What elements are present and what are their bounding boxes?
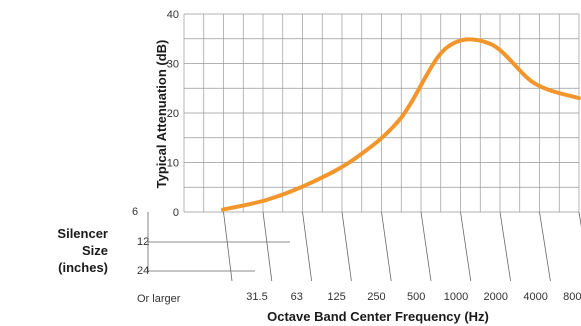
x-tick-label: 31.5: [246, 291, 267, 303]
silencer-title-line1: Silencer: [57, 226, 108, 241]
size-nomogram: [147, 211, 581, 282]
silencer-title-line2: Size (inches): [58, 243, 108, 275]
y-tick-label: 40: [167, 9, 179, 21]
size-label-or-larger: Or larger: [137, 293, 181, 305]
nomogram-slant-line: [499, 211, 511, 282]
x-tick-labels: 31.5 63 125 250 500 1000 2000 4000 8000: [246, 291, 581, 303]
x-tick-label: 4000: [523, 291, 547, 303]
size-label-12: 12: [137, 236, 150, 248]
y-axis-title: Typical Attenuation (dB): [154, 40, 169, 189]
size-label-6: 6: [132, 206, 139, 218]
nomogram-slant-line: [262, 211, 273, 282]
size-label-24: 24: [137, 265, 150, 277]
x-axis-title: Octave Band Center Frequency (Hz): [267, 309, 489, 324]
x-tick-label: 500: [407, 291, 425, 303]
y-tick-label: 30: [167, 59, 179, 71]
attenuation-curve: [221, 37, 581, 212]
x-tick-label: 125: [327, 291, 345, 303]
y-tick-label: 20: [167, 108, 179, 120]
nomogram-slant-line: [223, 211, 233, 282]
x-tick-label: 250: [367, 291, 385, 303]
nomogram-slant-line: [381, 211, 392, 282]
y-tick-label: 0: [173, 207, 179, 219]
x-tick-label: 8000: [563, 291, 581, 303]
silencer-size-title: Silencer Size (inches): [30, 225, 108, 276]
nomogram-slant-line: [302, 211, 312, 282]
y-tick-labels: 0 10 20 30 40: [167, 9, 179, 219]
chart-grid: [183, 13, 580, 213]
nomogram-slant-line: [460, 211, 472, 282]
nomogram-slant-line: [420, 211, 432, 282]
nomogram-slant-line: [341, 211, 352, 282]
x-tick-label: 63: [291, 291, 303, 303]
x-tick-label: 1000: [444, 291, 468, 303]
x-tick-label: 2000: [484, 291, 508, 303]
nomogram-slant-line: [539, 211, 551, 282]
y-tick-label: 10: [167, 158, 179, 170]
